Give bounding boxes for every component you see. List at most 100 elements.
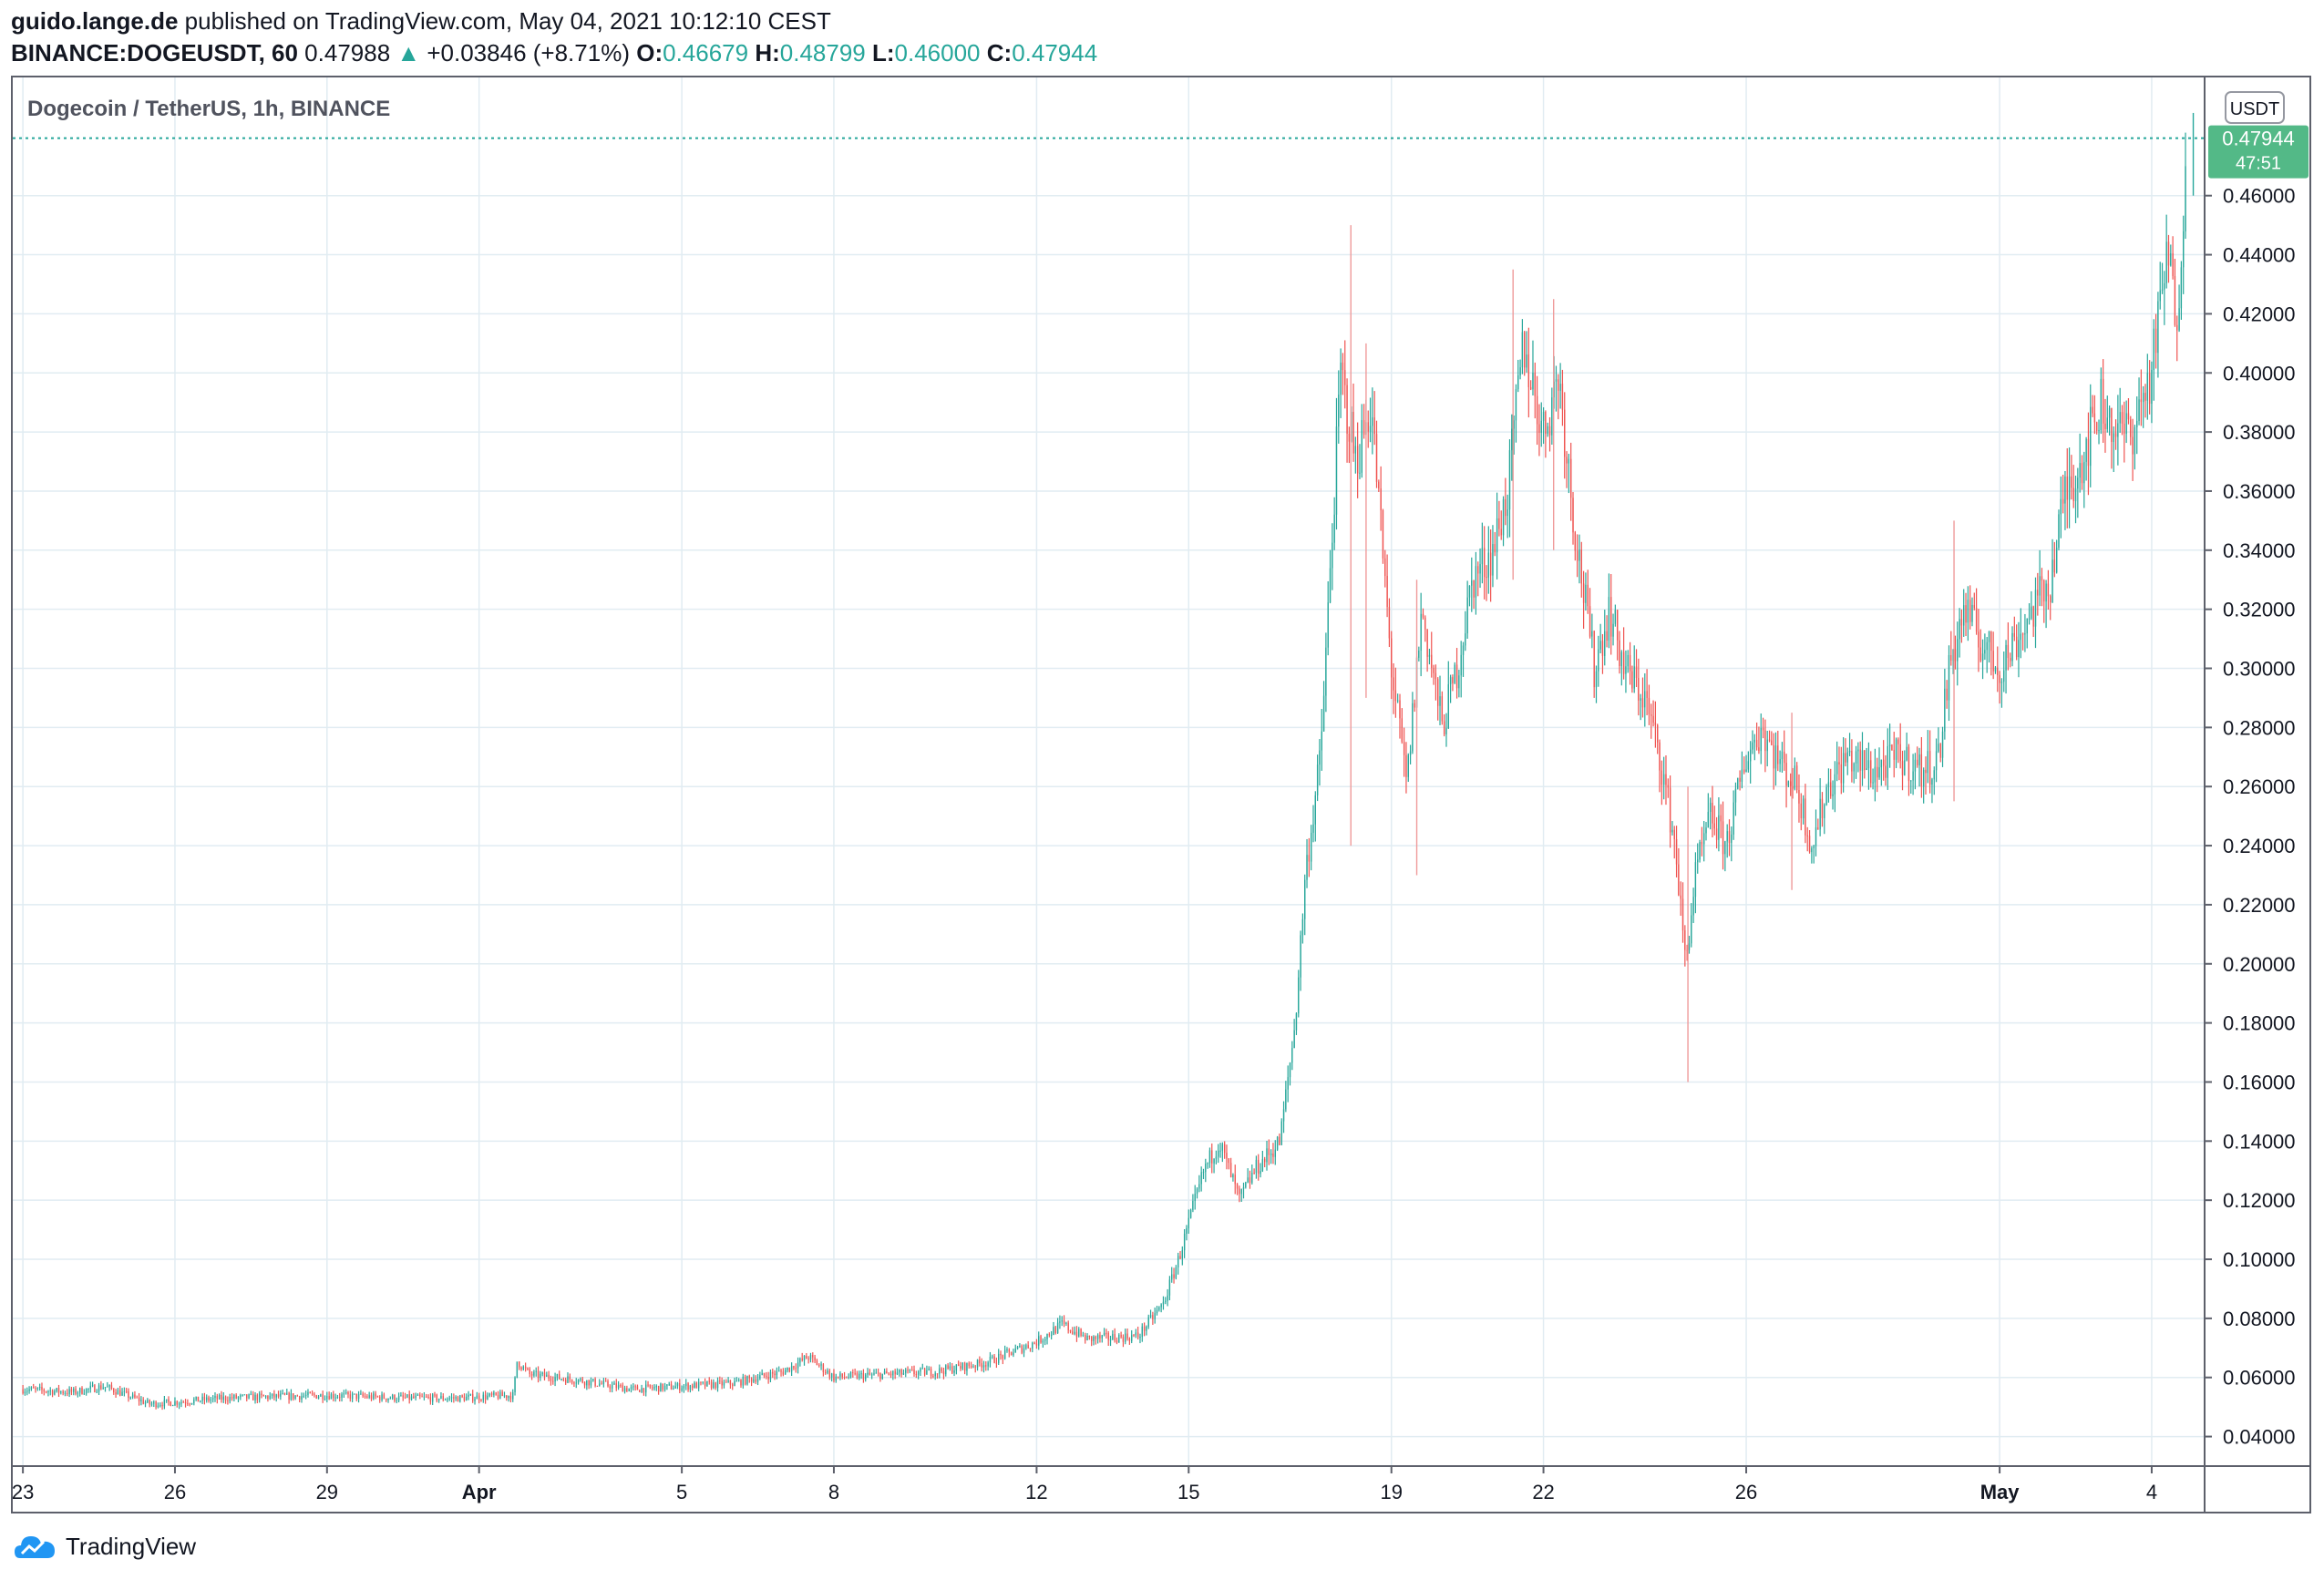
candle-body bbox=[1498, 518, 1500, 529]
candle-body bbox=[1718, 815, 1720, 840]
candle-body bbox=[440, 1396, 442, 1399]
candle-body bbox=[1764, 730, 1766, 752]
symbol-ohlc-line: BINANCE:DOGEUSDT, 60 0.47988 ▲ +0.03846 … bbox=[11, 37, 1097, 68]
author-name[interactable]: guido.lange.de bbox=[11, 7, 179, 35]
candle-body bbox=[753, 1379, 755, 1382]
candle-body bbox=[1870, 760, 1872, 784]
publish-info: guido.lange.de published on TradingView.… bbox=[11, 5, 831, 36]
candle-body bbox=[2111, 407, 2113, 443]
candle-body bbox=[87, 1388, 89, 1390]
candle-body bbox=[1240, 1188, 1242, 1195]
candle-body bbox=[2051, 559, 2053, 603]
candle-body bbox=[1768, 739, 1771, 741]
candle-body bbox=[96, 1391, 98, 1393]
candle-body bbox=[892, 1370, 894, 1376]
candle-body bbox=[695, 1382, 698, 1389]
tradingview-logo[interactable]: TradingView bbox=[13, 1531, 196, 1562]
last-price-badge: 0.47944 47:51 bbox=[2208, 125, 2309, 179]
candle-body bbox=[793, 1366, 795, 1369]
candle-body bbox=[1548, 426, 1551, 436]
candle-body bbox=[2024, 633, 2026, 635]
candle-body bbox=[193, 1399, 195, 1404]
candle-body bbox=[596, 1385, 599, 1387]
candle-body bbox=[1399, 700, 1401, 719]
candle-body bbox=[1895, 739, 1897, 760]
candle-body bbox=[1162, 1301, 1165, 1305]
candle-body bbox=[2134, 426, 2136, 455]
candle-body bbox=[413, 1396, 415, 1399]
price-chart[interactable]: 0.04000 0.06000 0.08000 0.10000 0.12000 0.140… bbox=[13, 77, 2309, 1512]
candle-body bbox=[602, 1380, 605, 1384]
cloud-chart-icon bbox=[15, 1536, 55, 1558]
candle-body bbox=[184, 1401, 187, 1404]
candle-body bbox=[841, 1373, 843, 1378]
candle-body bbox=[484, 1394, 487, 1400]
candle-body bbox=[2015, 636, 2018, 658]
candle-body bbox=[250, 1393, 252, 1395]
candle-body bbox=[1587, 584, 1589, 607]
candle-body bbox=[1787, 781, 1790, 786]
candle-body bbox=[2060, 498, 2062, 515]
candle-body bbox=[560, 1379, 562, 1380]
candle-body bbox=[1667, 785, 1669, 788]
candle-body bbox=[277, 1394, 280, 1397]
candle-body bbox=[1179, 1256, 1181, 1259]
candle-body bbox=[1994, 667, 1997, 672]
candle-body bbox=[1808, 836, 1811, 853]
candle-body bbox=[1545, 411, 1547, 435]
candle-body bbox=[828, 1370, 831, 1378]
candle-body bbox=[1483, 548, 1486, 578]
candle-body bbox=[2013, 632, 2016, 637]
candle-body bbox=[2045, 583, 2047, 602]
candle-body bbox=[2047, 583, 2050, 597]
candle-body bbox=[203, 1396, 206, 1400]
low-label: L: bbox=[871, 39, 895, 67]
candle-body bbox=[1694, 862, 1697, 898]
candle-body bbox=[748, 1376, 750, 1379]
candle-body bbox=[1572, 498, 1574, 533]
candle-body bbox=[2148, 373, 2151, 405]
price-axis[interactable]: 0.04000 0.06000 0.08000 0.10000 0.12000 0.140… bbox=[2205, 185, 2296, 1449]
candle-body bbox=[1654, 722, 1657, 725]
candle-body bbox=[660, 1383, 662, 1392]
candle-body bbox=[78, 1388, 81, 1393]
candle-body bbox=[1574, 532, 1577, 551]
candle-body bbox=[1910, 780, 1912, 782]
candle-body bbox=[1016, 1347, 1019, 1349]
candle-body bbox=[556, 1374, 559, 1378]
time-axis[interactable]: 23 26 29 Apr 5 8 12 15 19 22 26 May 4 bbox=[13, 1466, 2157, 1503]
candle-body bbox=[1817, 827, 1819, 830]
candle-body bbox=[926, 1370, 928, 1375]
candle-body bbox=[1384, 558, 1386, 577]
candle-body bbox=[339, 1397, 341, 1399]
candle-body bbox=[1449, 677, 1452, 684]
candle-body bbox=[862, 1373, 865, 1380]
candle-body bbox=[2039, 576, 2041, 596]
candle-body bbox=[1534, 373, 1536, 396]
candle-body bbox=[1232, 1175, 1234, 1178]
candle-body bbox=[1338, 395, 1340, 427]
candle-body bbox=[83, 1393, 86, 1395]
candle-body bbox=[1053, 1327, 1054, 1335]
candle-body bbox=[1569, 458, 1572, 498]
candle-body bbox=[1462, 645, 1465, 655]
candle-body bbox=[1348, 433, 1351, 442]
candle-body bbox=[1840, 764, 1843, 784]
candle-body bbox=[309, 1391, 311, 1394]
candle-body bbox=[1059, 1321, 1061, 1323]
candle-body bbox=[1218, 1150, 1219, 1157]
candle-body bbox=[1175, 1267, 1177, 1278]
candle-body bbox=[801, 1358, 803, 1360]
candle-body bbox=[1435, 672, 1437, 680]
candle-body bbox=[900, 1370, 902, 1375]
candle-body bbox=[1506, 509, 1508, 517]
candle-body bbox=[104, 1387, 107, 1389]
candle-body bbox=[123, 1390, 126, 1392]
candle-body bbox=[1906, 746, 1908, 761]
candle-body bbox=[2136, 421, 2138, 427]
candle-body bbox=[237, 1397, 240, 1399]
candle-body bbox=[835, 1376, 837, 1381]
currency-badge[interactable]: USDT bbox=[2225, 91, 2285, 124]
candle-body bbox=[673, 1388, 674, 1390]
chart-frame bbox=[11, 76, 2311, 1513]
